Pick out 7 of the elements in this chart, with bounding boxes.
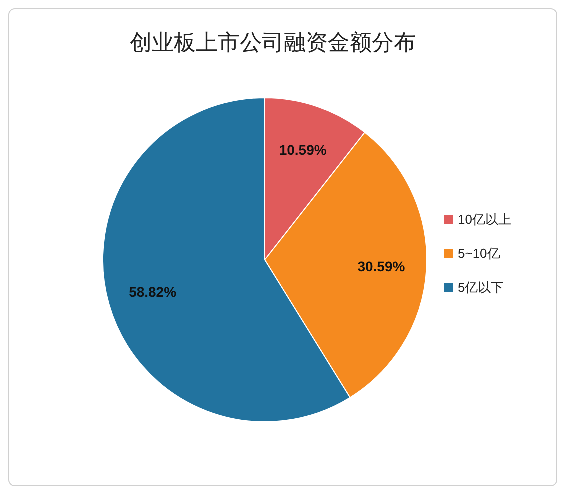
data-label: 58.82% xyxy=(129,284,178,300)
legend-label: 5~10亿 xyxy=(458,246,500,261)
legend-label: 10亿以上 xyxy=(458,212,512,227)
legend-label: 5亿以下 xyxy=(458,280,504,295)
chart-title: 创业板上市公司融资金额分布 xyxy=(130,30,416,55)
data-label: 30.59% xyxy=(358,258,406,274)
data-label: 10.59% xyxy=(279,142,328,158)
